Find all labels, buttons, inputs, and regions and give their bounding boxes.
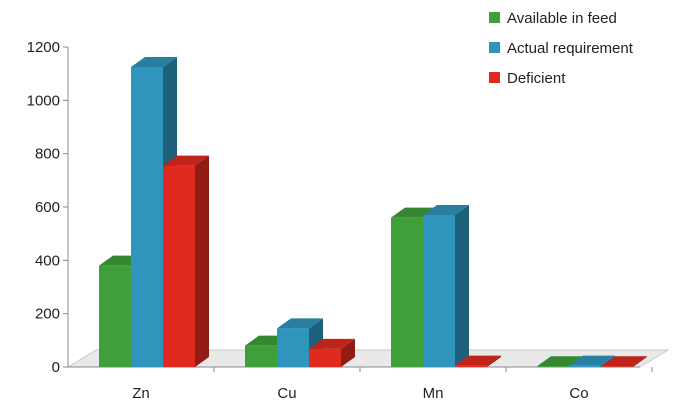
bar-side [195, 155, 209, 367]
x-tick-label: Zn [132, 385, 150, 402]
bar-front [537, 366, 569, 367]
bar-front [391, 217, 423, 367]
y-tick-label: 0 [52, 359, 60, 376]
bar-top [277, 318, 323, 329]
bar-front [99, 265, 131, 367]
bar-top [163, 155, 209, 166]
bar-side [633, 356, 647, 367]
y-tick-label: 200 [35, 306, 60, 323]
bar-top [569, 355, 615, 366]
bar-side [455, 205, 469, 367]
bar-top [309, 338, 355, 349]
chart-axes: 0 200 400 600 800 1000 1200 Zn Cu Mn Co [27, 39, 670, 402]
y-tick-label: 1200 [27, 39, 60, 56]
bar-front [277, 328, 309, 367]
y-tick-label: 1000 [27, 92, 60, 109]
bar-front [423, 215, 455, 367]
legend-label: Actual requirement [507, 40, 634, 57]
bar [423, 205, 469, 367]
bar-front [569, 365, 601, 367]
y-tick-label: 800 [35, 146, 60, 163]
legend-item: Available in feed [489, 10, 617, 27]
legend-swatch [489, 12, 500, 23]
legend-item: Actual requirement [489, 40, 634, 57]
chart-bars [99, 57, 647, 367]
bar-top [131, 57, 177, 67]
legend-swatch [489, 42, 500, 53]
bar [163, 155, 209, 367]
bar-top [537, 356, 583, 367]
x-tick-label: Mn [423, 385, 444, 402]
bar [309, 338, 355, 367]
legend-label: Available in feed [507, 10, 617, 27]
bar [455, 355, 501, 367]
legend-label: Deficient [507, 70, 566, 87]
legend-item: Deficient [489, 70, 566, 87]
chart-legend: Available in feed Actual requirement Defic… [489, 10, 634, 87]
y-tick-label: 600 [35, 199, 60, 216]
bar-top [423, 205, 469, 215]
bar-top [455, 355, 501, 366]
bar-top [601, 356, 647, 367]
bar [601, 356, 647, 367]
x-tick-label: Co [569, 385, 588, 402]
bar-front [163, 165, 195, 367]
bar-front [245, 345, 277, 367]
bar-front [131, 67, 163, 367]
legend-swatch [489, 72, 500, 83]
y-tick-label: 400 [35, 252, 60, 269]
bar-front [309, 348, 341, 367]
bar-front [601, 366, 633, 367]
bar-side [487, 355, 501, 367]
bar-side [341, 338, 355, 367]
bar-front [455, 365, 487, 367]
x-tick-label: Cu [277, 385, 296, 402]
